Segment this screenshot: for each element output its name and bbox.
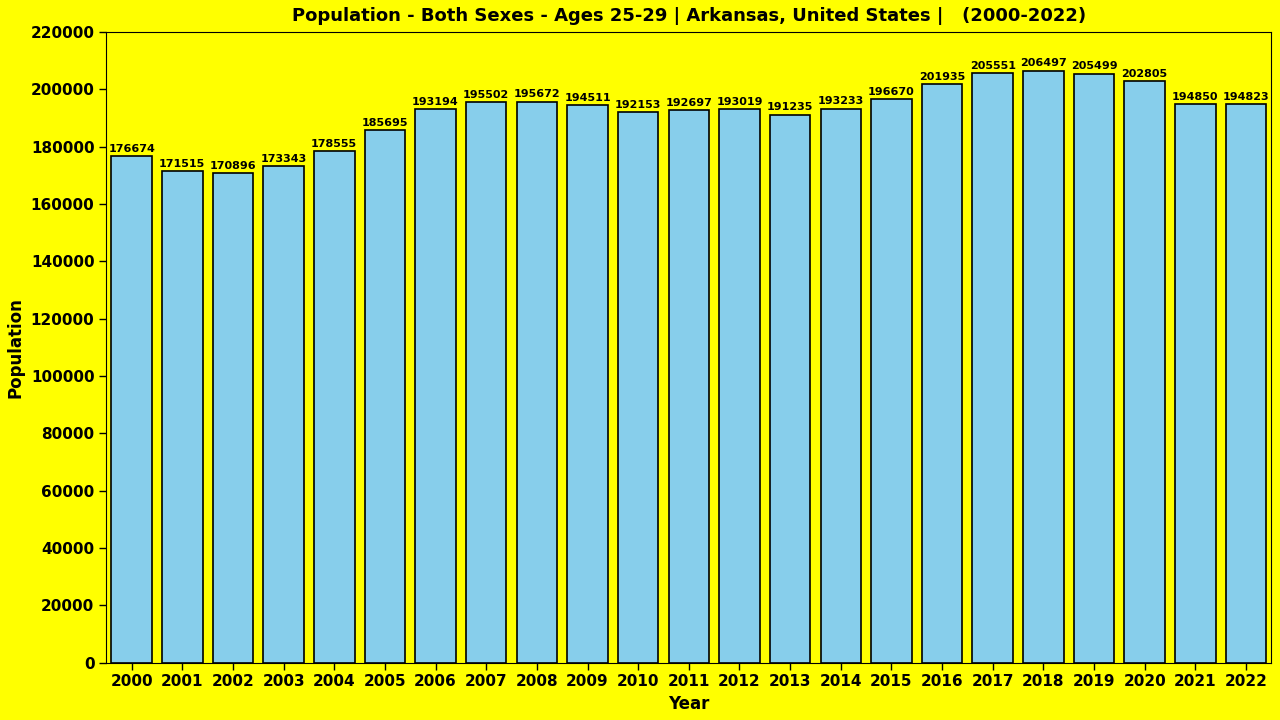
Text: 192153: 192153 bbox=[614, 99, 662, 109]
Text: 185695: 185695 bbox=[362, 118, 408, 128]
Bar bbox=[973, 73, 1012, 662]
Text: 170896: 170896 bbox=[210, 161, 256, 171]
Bar bbox=[1124, 81, 1165, 662]
Bar bbox=[365, 130, 406, 662]
X-axis label: Year: Year bbox=[668, 695, 709, 713]
Bar bbox=[872, 99, 911, 662]
Text: 201935: 201935 bbox=[919, 71, 965, 81]
Text: 178555: 178555 bbox=[311, 138, 357, 148]
Text: 194850: 194850 bbox=[1172, 92, 1219, 102]
Text: 206497: 206497 bbox=[1020, 58, 1066, 68]
Text: 194511: 194511 bbox=[564, 93, 611, 103]
Text: 173343: 173343 bbox=[260, 153, 307, 163]
Bar bbox=[1175, 104, 1216, 662]
Bar bbox=[820, 109, 861, 662]
Bar bbox=[517, 102, 557, 662]
Bar bbox=[922, 84, 963, 662]
Text: 193019: 193019 bbox=[717, 97, 763, 107]
Bar bbox=[212, 173, 253, 662]
Text: 194823: 194823 bbox=[1222, 92, 1270, 102]
Bar bbox=[618, 112, 658, 662]
Text: 195502: 195502 bbox=[463, 90, 509, 100]
Text: 202805: 202805 bbox=[1121, 69, 1167, 79]
Bar bbox=[264, 166, 303, 662]
Bar bbox=[111, 156, 152, 662]
Bar bbox=[163, 171, 202, 662]
Bar bbox=[314, 151, 355, 662]
Text: 191235: 191235 bbox=[767, 102, 813, 112]
Text: 176674: 176674 bbox=[109, 144, 155, 154]
Y-axis label: Population: Population bbox=[6, 297, 24, 398]
Bar bbox=[1023, 71, 1064, 662]
Bar bbox=[769, 114, 810, 662]
Text: 171515: 171515 bbox=[159, 158, 205, 168]
Bar bbox=[415, 109, 456, 662]
Bar bbox=[668, 110, 709, 662]
Text: 205499: 205499 bbox=[1070, 61, 1117, 71]
Text: 196670: 196670 bbox=[868, 86, 915, 96]
Bar bbox=[719, 109, 760, 662]
Bar bbox=[466, 102, 507, 662]
Bar bbox=[1226, 104, 1266, 662]
Text: 193233: 193233 bbox=[818, 96, 864, 107]
Text: 205551: 205551 bbox=[970, 61, 1016, 71]
Title: Population - Both Sexes - Ages 25-29 | Arkansas, United States |   (2000-2022): Population - Both Sexes - Ages 25-29 | A… bbox=[292, 7, 1085, 25]
Bar bbox=[567, 105, 608, 662]
Text: 192697: 192697 bbox=[666, 98, 712, 108]
Text: 195672: 195672 bbox=[513, 89, 561, 99]
Bar bbox=[1074, 73, 1115, 662]
Text: 193194: 193194 bbox=[412, 96, 460, 107]
